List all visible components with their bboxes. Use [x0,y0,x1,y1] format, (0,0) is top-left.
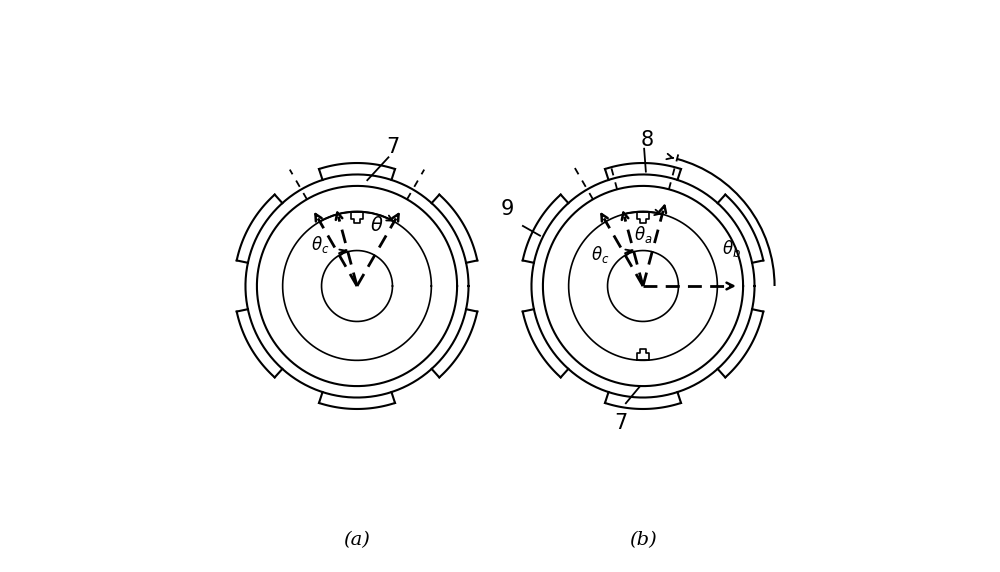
Text: (b): (b) [629,531,657,550]
Text: $\theta_b$: $\theta_b$ [722,239,741,259]
Text: (a): (a) [344,531,370,550]
Text: 7: 7 [386,137,400,157]
Text: $\theta_a$: $\theta_a$ [634,224,652,245]
Text: $\theta_c$: $\theta_c$ [591,244,609,265]
Text: 9: 9 [500,199,514,219]
Text: $\theta$: $\theta$ [370,216,384,236]
Text: 7: 7 [615,414,628,433]
Text: $\theta_c$: $\theta_c$ [311,235,329,255]
Text: 8: 8 [640,130,654,150]
